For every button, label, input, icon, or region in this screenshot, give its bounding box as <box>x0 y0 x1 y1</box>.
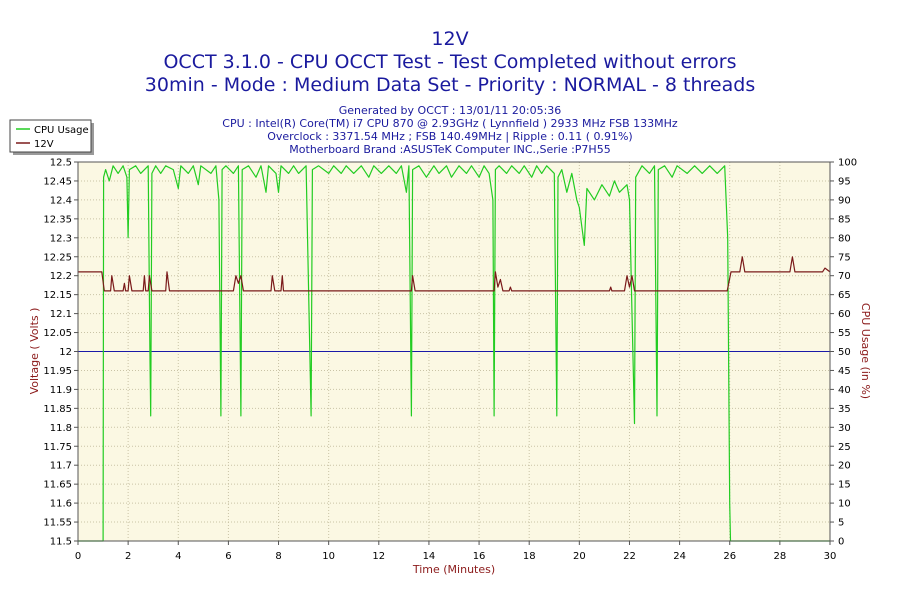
y-tick-label: 11.55 <box>43 518 72 529</box>
y2-tick-label: 100 <box>838 158 857 169</box>
y-tick-label: 12.35 <box>43 214 72 225</box>
y2-tick-label: 70 <box>838 271 851 282</box>
legend-label-12v: 12V <box>34 139 54 150</box>
plot-frame <box>77 161 831 542</box>
chart-subtitle-2: 30min - Mode : Medium Data Set - Priorit… <box>145 74 755 96</box>
y-tick-label: 12.3 <box>50 233 72 244</box>
y2-tick-label: 50 <box>838 347 851 358</box>
axis-ticks: 0 2 4 6 8 10 12 14 16 18 20 22 24 26 28 3011.511.5511.6… <box>43 158 857 563</box>
y-tick-label: 12.05 <box>43 328 72 339</box>
y2-tick-label: 55 <box>838 328 851 339</box>
y2-tick-label: 45 <box>838 366 851 377</box>
legend: CPU Usage 12V <box>9 119 94 155</box>
x-tick-label: 20 <box>573 551 586 562</box>
x-tick-label: 16 <box>473 551 486 562</box>
y2-axis-label: CPU Usage (in %) <box>859 303 872 399</box>
x-tick-label: 6 <box>225 551 231 562</box>
y-tick-label: 12.25 <box>43 252 72 263</box>
y-tick-label: 12 <box>59 347 72 358</box>
chart-title: 12V <box>431 28 468 50</box>
x-tick-label: 8 <box>275 551 281 562</box>
x-tick-label: 26 <box>723 551 736 562</box>
y2-tick-label: 60 <box>838 309 851 320</box>
y2-tick-label: 95 <box>838 176 851 187</box>
legend-label-cpu-usage: CPU Usage <box>34 125 89 136</box>
y2-tick-label: 90 <box>838 195 851 206</box>
y-tick-label: 11.85 <box>43 404 72 415</box>
y2-tick-label: 80 <box>838 233 851 244</box>
y2-tick-label: 10 <box>838 499 851 510</box>
chart-subtitle-1: OCCT 3.1.0 - CPU OCCT Test - Test Comple… <box>163 51 736 73</box>
x-tick-label: 0 <box>75 551 81 562</box>
y-tick-label: 11.75 <box>43 442 72 453</box>
x-tick-label: 2 <box>125 551 131 562</box>
y2-tick-label: 0 <box>838 537 844 548</box>
y2-tick-label: 75 <box>838 252 851 263</box>
x-tick-label: 18 <box>523 551 536 562</box>
y2-tick-label: 5 <box>838 518 844 529</box>
y2-tick-label: 40 <box>838 385 851 396</box>
x-tick-label: 24 <box>673 551 686 562</box>
info-line-1: Generated by OCCT : 13/01/11 20:05:36 <box>339 104 562 117</box>
x-tick-label: 28 <box>773 551 786 562</box>
y-tick-label: 11.7 <box>50 461 72 472</box>
y-tick-label: 11.5 <box>50 537 72 548</box>
x-tick-label: 4 <box>175 551 181 562</box>
y-tick-label: 11.8 <box>50 423 72 434</box>
y2-tick-label: 85 <box>838 214 851 225</box>
y2-tick-label: 20 <box>838 461 851 472</box>
y2-tick-label: 25 <box>838 442 851 453</box>
info-line-3: Overclock : 3371.54 MHz ; FSB 140.49MHz … <box>267 130 632 143</box>
info-line-4: Motherboard Brand :ASUSTeK Computer INC.… <box>289 143 610 156</box>
x-tick-label: 22 <box>623 551 636 562</box>
y-tick-label: 12.2 <box>50 271 72 282</box>
x-tick-label: 14 <box>423 551 436 562</box>
y-tick-label: 11.9 <box>50 385 72 396</box>
legend-box <box>9 119 92 153</box>
y-tick-label: 12.1 <box>50 309 72 320</box>
x-tick-label: 12 <box>372 551 385 562</box>
y-tick-label: 12.5 <box>50 158 72 169</box>
series-line-cpu-usage <box>78 165 830 542</box>
y2-tick-label: 15 <box>838 480 851 491</box>
series-line-12v <box>78 256 831 292</box>
y2-tick-label: 35 <box>838 404 851 415</box>
info-line-2: CPU : Intel(R) Core(TM) i7 CPU 870 @ 2.9… <box>222 117 678 130</box>
series-group <box>78 165 831 542</box>
y-axis-label: Voltage ( Volts ) <box>28 308 41 395</box>
y-tick-label: 11.6 <box>50 499 72 510</box>
x-tick-label: 30 <box>824 551 837 562</box>
x-axis-label: Time (Minutes) <box>412 563 495 576</box>
y-tick-label: 11.65 <box>43 480 72 491</box>
y-tick-label: 12.15 <box>43 290 72 301</box>
x-tick-label: 10 <box>322 551 335 562</box>
y2-tick-label: 30 <box>838 423 851 434</box>
y-tick-label: 12.45 <box>43 176 72 187</box>
y2-tick-label: 65 <box>838 290 851 301</box>
y-tick-label: 11.95 <box>43 366 72 377</box>
y-tick-label: 12.4 <box>50 195 72 206</box>
